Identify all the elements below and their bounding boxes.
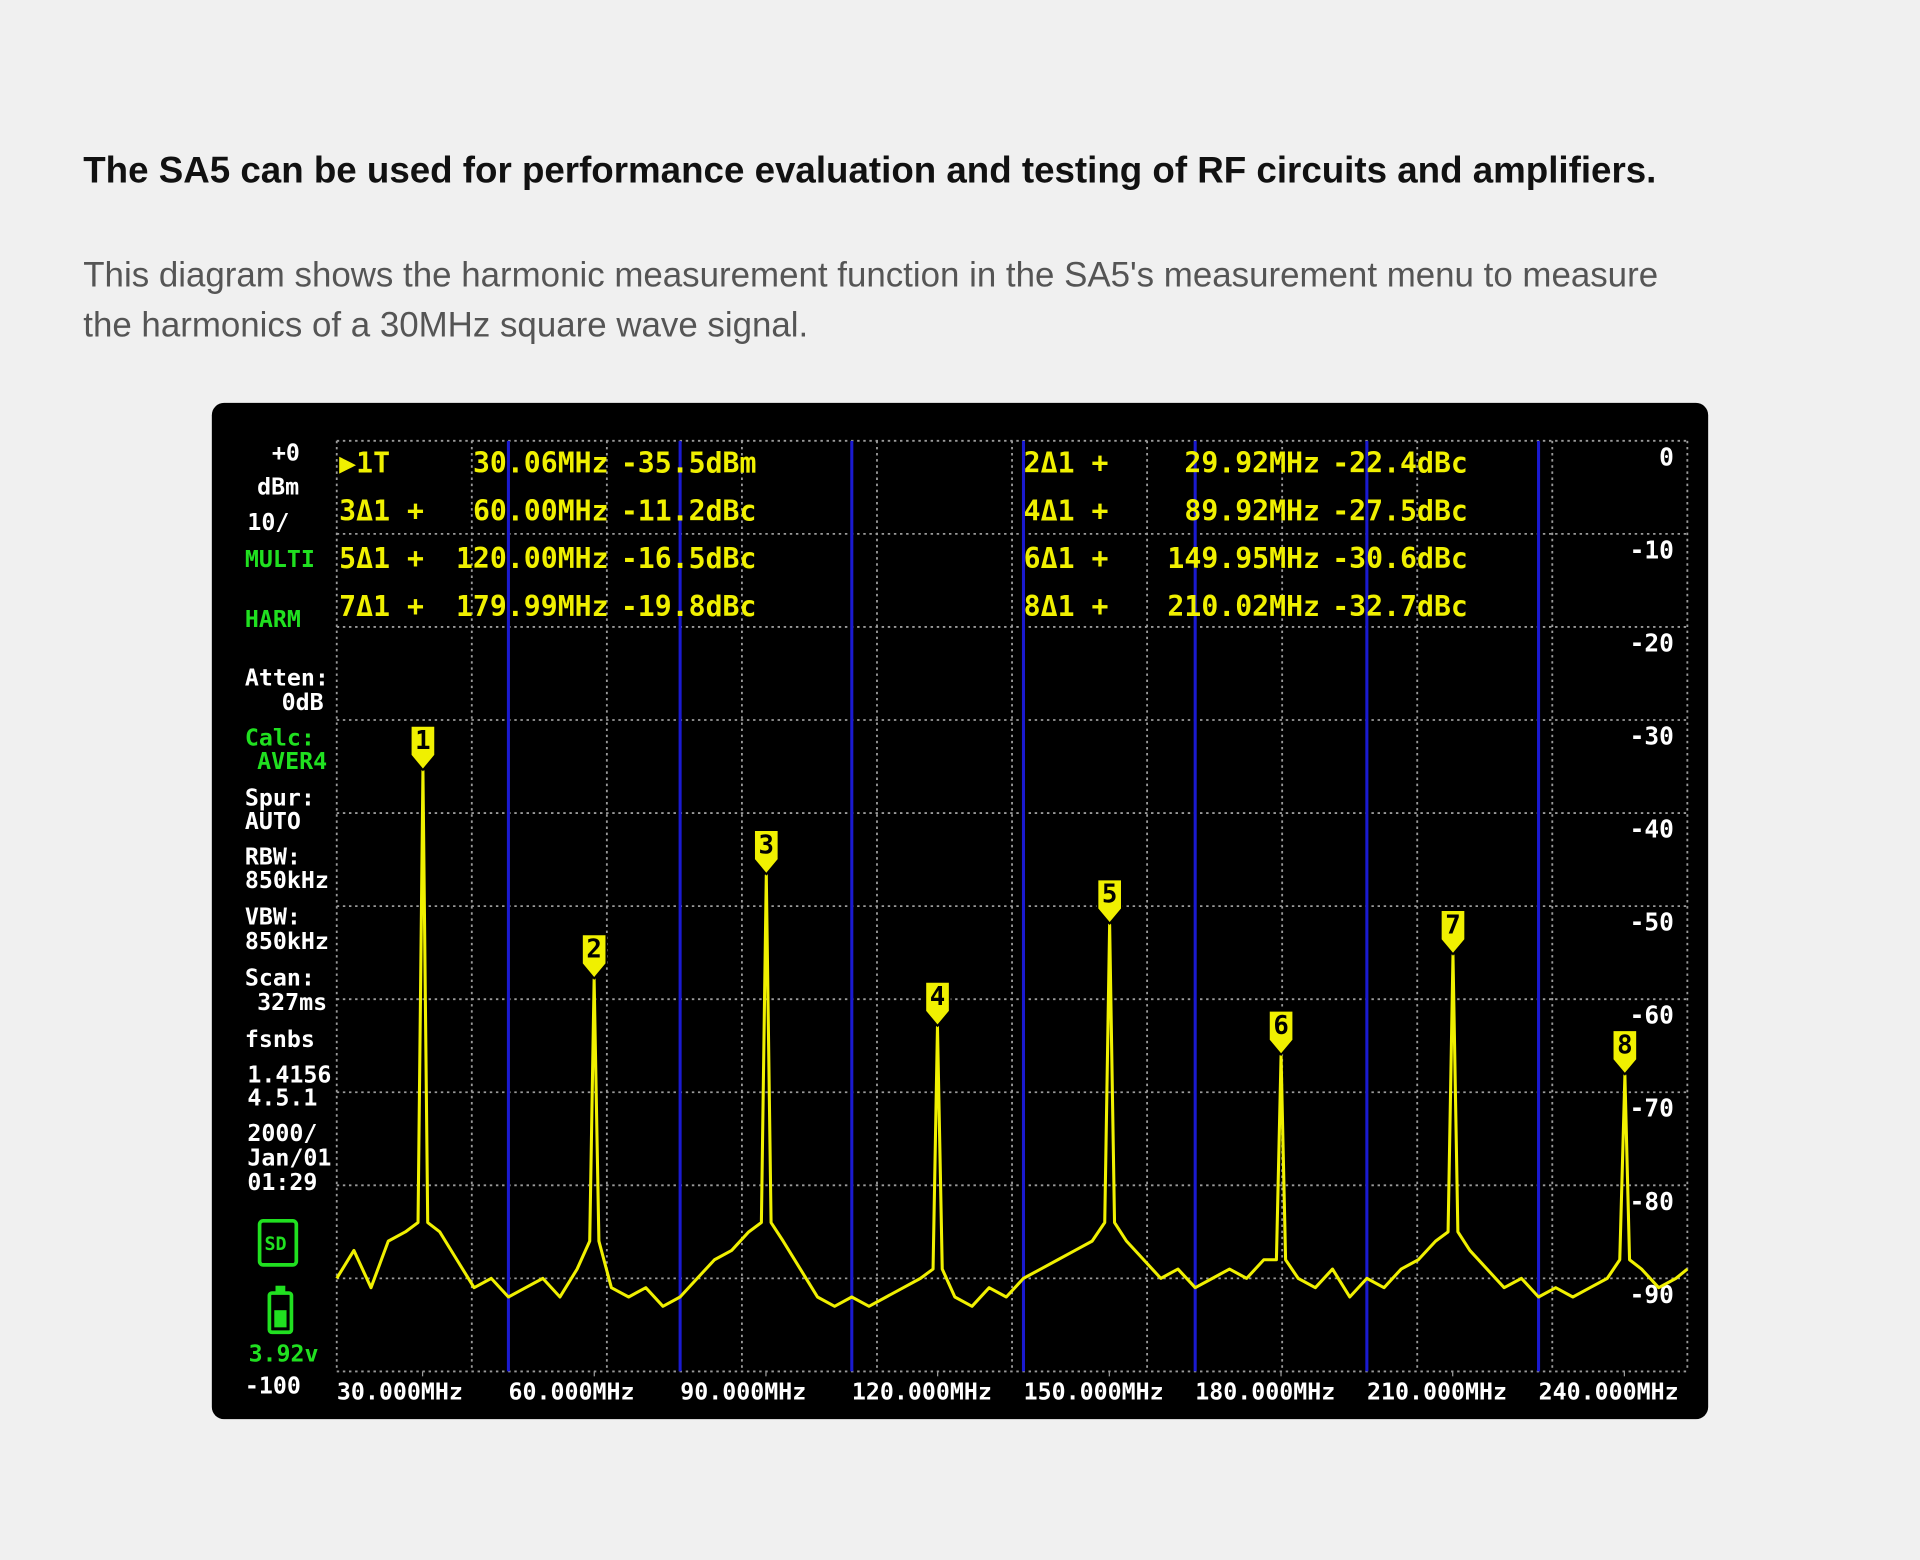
- marker-table-value: -19.8dBc: [621, 590, 757, 623]
- sidebar-text: 0dB: [282, 689, 324, 716]
- sidebar-text: dBm: [257, 474, 299, 501]
- sidebar-text: 10/: [247, 509, 289, 536]
- marker-table-value: -30.6dBc: [1332, 542, 1468, 575]
- sidebar-text: Jan/01: [247, 1145, 331, 1172]
- y-tick-label: -70: [1630, 1094, 1674, 1123]
- marker-table-freq: 30.06MHz: [473, 447, 609, 480]
- sidebar-text: +0: [272, 439, 300, 466]
- marker-label: 2: [586, 935, 601, 965]
- marker-label: 4: [930, 982, 945, 1012]
- sidebar-text: AVER4: [257, 748, 327, 775]
- marker-table-value: -32.7dBc: [1332, 590, 1468, 623]
- sidebar-text: Spur:: [245, 785, 315, 812]
- sidebar-text: 4.5.1: [247, 1085, 317, 1112]
- marker-flag: [1096, 878, 1123, 925]
- x-tick-label: 180.000MHz: [1195, 1379, 1335, 1406]
- marker-flag: [409, 724, 437, 772]
- marker-flag: [1611, 1029, 1639, 1076]
- battery-tip: [275, 1285, 286, 1294]
- sidebar-text: VBW:: [245, 903, 301, 930]
- marker-table-label: 5Δ1 +: [339, 542, 424, 575]
- y-tick-label: -50: [1630, 908, 1674, 937]
- marker-table-freq: 60.00MHz: [473, 494, 609, 527]
- sidebar-text: SD: [264, 1234, 286, 1255]
- marker-table-freq: 120.00MHz: [456, 542, 609, 575]
- marker-table-value: -16.5dBc: [621, 542, 757, 575]
- y-tick-label: -20: [1630, 628, 1674, 657]
- sidebar-text: 01:29: [247, 1169, 317, 1196]
- analyzer-screen: [211, 402, 1709, 1420]
- sidebar-text: HARM: [245, 606, 301, 633]
- marker-table-label: 4Δ1 +: [1024, 494, 1109, 527]
- marker-label: 8: [1617, 1030, 1632, 1060]
- description-line: the harmonics of a 30MHz square wave sig…: [83, 306, 808, 345]
- y-tick-label: -40: [1630, 815, 1674, 844]
- spectrum-trace: [335, 769, 1689, 1308]
- marker-table-value: -27.5dBc: [1332, 494, 1468, 527]
- sidebar-text: MULTI: [245, 546, 315, 573]
- marker-table-label: 2Δ1 +: [1024, 447, 1109, 480]
- sd-icon: [257, 1218, 299, 1267]
- y-tick-label: -30: [1630, 721, 1674, 750]
- y-tick-label: -60: [1630, 1001, 1674, 1030]
- marker-table-label: 6Δ1 +: [1024, 542, 1109, 575]
- marker-flag: [1267, 1009, 1295, 1057]
- marker-table-freq: 29.92MHz: [1184, 447, 1320, 480]
- sidebar-text: RBW:: [245, 843, 301, 870]
- sidebar-text: 850kHz: [245, 928, 329, 955]
- marker-table-label: 8Δ1 +: [1024, 590, 1109, 623]
- sidebar-text: 327ms: [257, 989, 327, 1016]
- marker-label: 1: [415, 726, 430, 756]
- sidebar-text: 2000/: [247, 1120, 317, 1147]
- battery-level: [274, 1310, 287, 1328]
- marker-label: 7: [1445, 910, 1460, 940]
- marker-table-value: -35.5dBm: [621, 447, 757, 480]
- marker-flag: [580, 933, 608, 980]
- marker-table-freq: 210.02MHz: [1167, 590, 1320, 623]
- y-tick-label: -80: [1630, 1187, 1674, 1216]
- sidebar-text: Calc:: [245, 725, 315, 752]
- marker-flag: [1439, 909, 1467, 956]
- marker-table-value: -22.4dBc: [1332, 447, 1468, 480]
- sidebar-text: AUTO: [245, 808, 301, 835]
- marker-table-freq: 89.92MHz: [1184, 494, 1320, 527]
- y-tick-label: 0: [1659, 442, 1674, 471]
- sidebar-text: 3.92v: [249, 1341, 319, 1368]
- x-tick-label: 240.000MHz: [1539, 1379, 1679, 1406]
- marker-table-label: 3Δ1 +: [339, 494, 424, 527]
- marker-flag: [753, 829, 780, 876]
- sidebar-text: Atten:: [245, 665, 329, 692]
- x-tick-label: 30.000MHz: [337, 1379, 463, 1406]
- x-tick-label: 210.000MHz: [1367, 1379, 1507, 1406]
- sidebar-text: 1.4156: [247, 1061, 331, 1088]
- page-title: The SA5 can be used for performance eval…: [83, 149, 1656, 190]
- marker-table-label: ▶1T: [339, 447, 390, 480]
- marker-table-value: -11.2dBc: [621, 494, 757, 527]
- marker-table-freq: 179.99MHz: [456, 590, 609, 623]
- x-tick-label: 150.000MHz: [1024, 1379, 1164, 1406]
- marker-label: 5: [1102, 880, 1117, 910]
- sidebar-text: 850kHz: [245, 867, 329, 894]
- marker-label: 3: [759, 830, 774, 860]
- sidebar-text: fsnbs: [245, 1026, 315, 1053]
- sidebar-text: -100: [245, 1372, 301, 1399]
- marker-flag: [924, 980, 951, 1028]
- marker-table-label: 7Δ1 +: [339, 590, 424, 623]
- y-tick-label: -10: [1630, 535, 1674, 564]
- marker-table-freq: 149.95MHz: [1167, 542, 1320, 575]
- x-tick-label: 120.000MHz: [852, 1379, 992, 1406]
- x-tick-label: 90.000MHz: [680, 1379, 806, 1406]
- description-line: This diagram shows the harmonic measurem…: [83, 256, 1658, 295]
- sidebar-text: Scan:: [245, 965, 315, 992]
- marker-label: 6: [1273, 1011, 1288, 1041]
- x-tick-label: 60.000MHz: [509, 1379, 635, 1406]
